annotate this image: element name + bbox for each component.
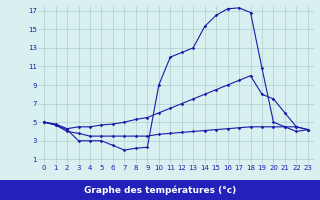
Text: Graphe des températures (°c): Graphe des températures (°c): [84, 185, 236, 195]
